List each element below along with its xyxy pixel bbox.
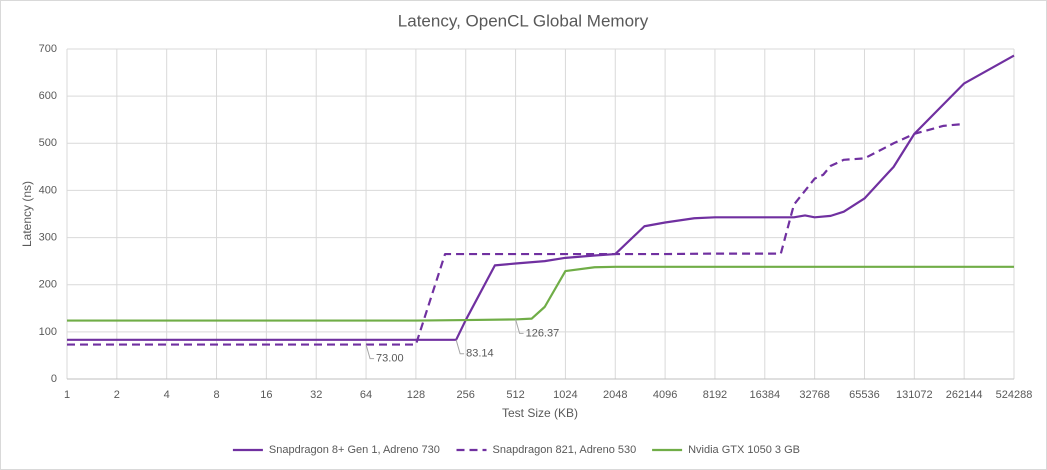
- y-tick-label: 600: [39, 90, 57, 102]
- legend-label: Nvidia GTX 1050 3 GB: [688, 444, 800, 456]
- data-label: 73.00: [376, 352, 404, 364]
- data-label: 83.14: [466, 348, 494, 360]
- y-tick-label: 400: [39, 184, 57, 196]
- x-tick-label: 1024: [553, 389, 577, 401]
- x-tick-label: 256: [457, 389, 475, 401]
- x-tick-label: 16384: [749, 389, 780, 401]
- y-tick-label: 0: [51, 373, 57, 385]
- label-leader: [515, 319, 524, 334]
- x-tick-label: 131072: [896, 389, 933, 401]
- y-tick-label: 500: [39, 137, 57, 149]
- x-tick-label: 16: [260, 389, 272, 401]
- series-line: [67, 265, 1014, 322]
- legend-label: Snapdragon 821, Adreno 530: [493, 444, 637, 456]
- x-tick-label: 65536: [849, 389, 880, 401]
- x-axis-title: Test Size (KB): [502, 406, 578, 420]
- x-tick-label: 32: [310, 389, 322, 401]
- y-tick-label: 300: [39, 231, 57, 243]
- x-tick-label: 2048: [603, 389, 627, 401]
- y-tick-label: 200: [39, 279, 57, 291]
- x-tick-label: 4: [164, 389, 170, 401]
- x-tick-label: 8192: [703, 389, 727, 401]
- chart-title: Latency, OpenCL Global Memory: [398, 11, 649, 30]
- label-leader: [365, 344, 375, 360]
- x-tick-label: 128: [407, 389, 425, 401]
- x-tick-label: 8: [213, 389, 219, 401]
- series-line: [67, 122, 965, 346]
- x-tick-label: 2: [114, 389, 120, 401]
- x-tick-label: 64: [360, 389, 372, 401]
- x-tick-label: 32768: [799, 389, 830, 401]
- label-leader: [455, 339, 465, 355]
- data-label: 126.37: [526, 327, 560, 339]
- x-tick-label: 4096: [653, 389, 677, 401]
- legend-label: Snapdragon 8+ Gen 1, Adreno 730: [269, 444, 440, 456]
- y-tick-label: 100: [39, 326, 57, 338]
- x-tick-label: 524288: [996, 389, 1033, 401]
- y-axis-title: Latency (ns): [20, 181, 34, 247]
- x-tick-label: 262144: [946, 389, 983, 401]
- x-tick-label: 1: [64, 389, 70, 401]
- y-tick-label: 700: [39, 43, 57, 55]
- x-tick-label: 512: [506, 389, 524, 401]
